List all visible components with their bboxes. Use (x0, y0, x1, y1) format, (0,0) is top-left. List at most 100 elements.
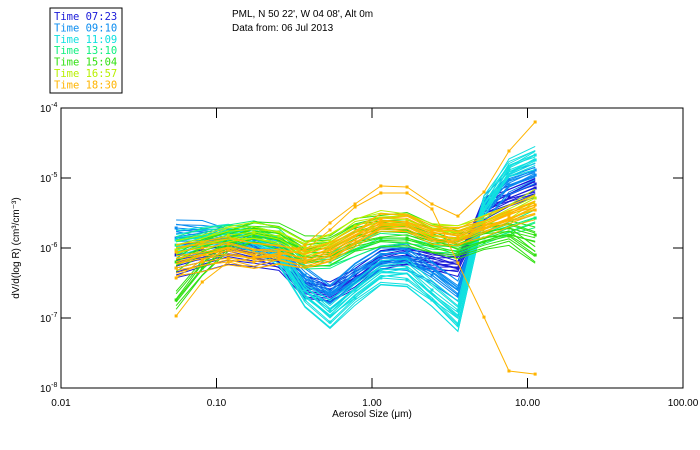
data-point (328, 228, 332, 232)
data-point (277, 253, 281, 257)
data-point (252, 248, 256, 252)
data-point (303, 248, 307, 252)
data-point (200, 246, 204, 250)
data-point (533, 233, 537, 237)
data-point (328, 248, 332, 252)
legend-entry: Time 16:57 (54, 68, 117, 80)
series-line-copy (176, 204, 536, 253)
data-point (456, 308, 460, 312)
data-point (174, 253, 178, 257)
x-tick-label: 0.10 (207, 398, 227, 409)
y-axis-label: dV/d(log R) (cm³/cm⁻³) (11, 197, 22, 298)
data-point (252, 242, 256, 246)
data-point (533, 182, 537, 186)
data-point (379, 236, 383, 240)
data-point (252, 256, 256, 260)
data-point (277, 236, 281, 240)
series-line-copy (176, 214, 536, 277)
series-layer (174, 120, 537, 376)
data-point (430, 230, 434, 234)
data-point (456, 234, 460, 238)
data-point (226, 230, 230, 234)
data-point (405, 236, 409, 240)
data-point (507, 213, 511, 217)
data-point (353, 296, 357, 300)
data-point (482, 220, 486, 224)
data-point (533, 208, 537, 212)
x-axis-label: Aerosol Size (μm) (332, 409, 412, 420)
data-point (507, 210, 511, 214)
data-point (174, 226, 178, 230)
data-point (200, 260, 204, 264)
y-tick-label: 10-5 (40, 172, 57, 185)
data-point (430, 207, 434, 211)
data-point (507, 216, 511, 220)
data-point (405, 218, 409, 222)
legend-entry: Time 15:04 (54, 57, 117, 69)
data-point (405, 191, 409, 195)
data-point (507, 178, 511, 182)
data-point (328, 253, 332, 257)
data-point (379, 268, 383, 272)
data-point (430, 273, 434, 277)
data-point (507, 183, 511, 187)
chart-title-location: PML, N 50 22', W 04 08', Alt 0m (232, 9, 373, 20)
legend-entry: Time 18:30 (54, 79, 117, 91)
series-line-copy (176, 145, 536, 317)
data-point (174, 298, 178, 302)
data-point (200, 240, 204, 244)
data-point (379, 260, 383, 264)
x-tick-label: 100.00 (668, 398, 699, 409)
data-point (226, 242, 230, 246)
data-point (174, 248, 178, 252)
data-point (533, 253, 537, 257)
data-point (328, 320, 332, 324)
data-point (174, 314, 178, 318)
data-point (379, 253, 383, 257)
data-point (303, 246, 307, 250)
y-tick-label: 10-7 (40, 312, 57, 325)
data-point (174, 243, 178, 247)
data-point (507, 234, 511, 238)
data-point (353, 202, 357, 206)
data-point (303, 283, 307, 287)
data-point (174, 276, 178, 280)
data-point (353, 226, 357, 230)
legend-entry: Time 07:23 (54, 11, 117, 23)
data-point (482, 208, 486, 212)
data-point (328, 240, 332, 244)
data-point (456, 236, 460, 240)
data-point (328, 290, 332, 294)
data-point (507, 166, 511, 170)
data-point (379, 223, 383, 227)
data-point (353, 278, 357, 282)
data-point (430, 202, 434, 206)
series-line-copy (175, 188, 536, 243)
chart-title-date: Data from: 06 Jul 2013 (232, 23, 334, 34)
data-point (328, 221, 332, 225)
y-tick-label: 10-6 (40, 242, 57, 255)
data-point (405, 266, 409, 270)
data-point (174, 250, 178, 254)
data-point (200, 248, 204, 252)
data-point (533, 372, 537, 376)
data-point (507, 226, 511, 230)
data-point (507, 369, 511, 373)
data-point (328, 298, 332, 302)
data-point (405, 260, 409, 264)
data-point (482, 230, 486, 234)
data-point (507, 196, 511, 200)
data-point (252, 234, 256, 238)
x-tick-label: 0.01 (51, 398, 71, 409)
data-point (226, 248, 230, 252)
data-point (226, 256, 230, 260)
x-tick-label: 10.00 (515, 398, 540, 409)
data-point (456, 293, 460, 297)
data-point (405, 253, 409, 257)
data-point (353, 288, 357, 292)
data-point (174, 236, 178, 240)
series-line-copy (176, 206, 536, 254)
series-line-copy (175, 238, 536, 303)
series-line-copy (175, 241, 536, 310)
